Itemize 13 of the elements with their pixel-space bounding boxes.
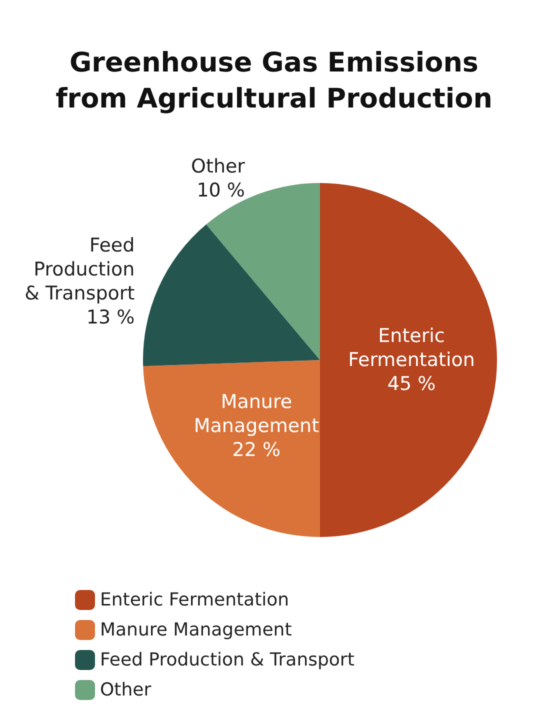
data-label: 10 % xyxy=(196,180,245,202)
data-label: 13 % xyxy=(86,306,135,328)
legend-label: Manure Management xyxy=(100,620,292,640)
legend-label: Other xyxy=(100,680,152,700)
slice-label: Feed Production & Transport xyxy=(24,234,135,304)
legend-label: Enteric Fermentation xyxy=(100,590,290,610)
data-label: 22 % xyxy=(232,438,281,461)
slice-label: Other xyxy=(191,156,246,178)
chart-title: Greenhouse Gas Emissions from Agricultural Production xyxy=(56,48,492,114)
slice-label: Manure Management xyxy=(194,390,320,437)
legend-label: Feed Production & Transport xyxy=(100,650,354,670)
data-label: 45 % xyxy=(387,373,436,395)
slice-label: Enteric Fermentation xyxy=(348,325,475,371)
